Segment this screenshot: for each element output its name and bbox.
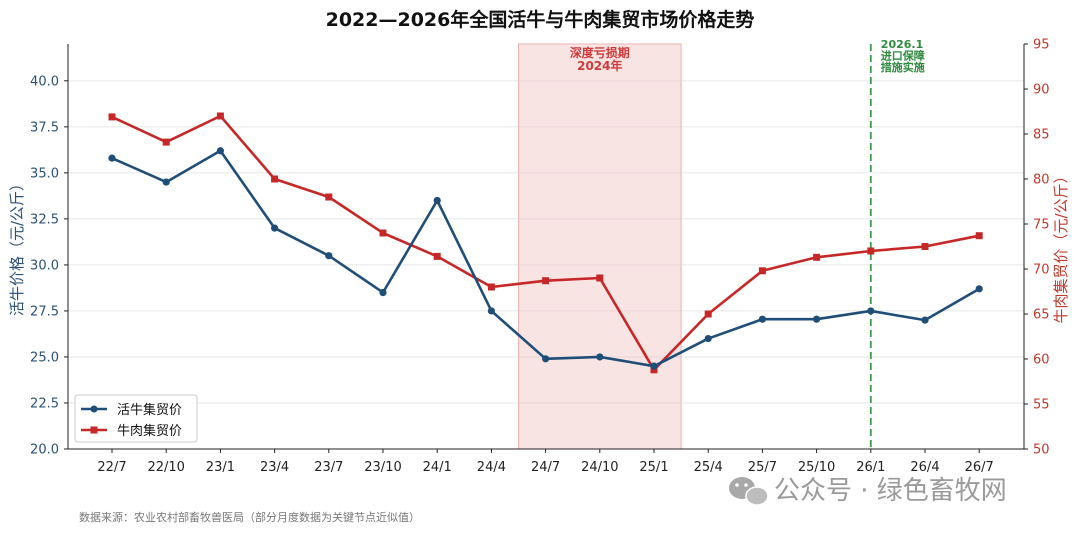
x-tick-label: 24/1 (423, 460, 452, 475)
data-point (758, 267, 766, 275)
legend-marker-cattle (90, 405, 98, 413)
left-ticks: 20.0 22.5 25.0 27.5 30.0 32.5 35.0 37.5 40.0 (30, 74, 68, 458)
data-point (921, 243, 929, 250)
wechat-icon (729, 477, 769, 506)
loss-period-label: 2024年 (577, 58, 622, 73)
policy-label: 进口保障 (881, 49, 925, 63)
y-right-tick-label: 70 (1033, 263, 1050, 278)
x-tick-label: 23/7 (314, 460, 343, 475)
data-point (813, 253, 821, 261)
x-tick-label: 24/10 (581, 460, 618, 475)
legend-label-cattle: 活牛集贸价 (117, 402, 182, 418)
legend-label-beef: 牛肉集贸价 (117, 423, 182, 439)
y-left-tick-label: 25.0 (30, 350, 59, 365)
data-point (704, 310, 712, 318)
data-point (271, 175, 279, 183)
x-tick-label: 26/4 (910, 460, 939, 475)
x-tick-label: 26/7 (965, 460, 994, 475)
data-point (162, 138, 170, 146)
data-point (325, 193, 333, 201)
data-point (433, 252, 441, 260)
legend: 活牛集贸价 牛肉集贸价 (74, 394, 198, 443)
y-left-tick-label: 20.0 (30, 443, 59, 458)
y-left-tick-label: 37.5 (30, 120, 59, 135)
series-cattle-price (108, 147, 983, 370)
x-tick-label: 24/4 (477, 460, 506, 475)
data-point (596, 274, 604, 282)
y-right-tick-label: 85 (1033, 128, 1050, 143)
data-point (108, 113, 116, 121)
y-right-tick-label: 65 (1033, 308, 1050, 323)
loss-period-rect (518, 43, 682, 450)
data-point (379, 229, 387, 237)
y-right-tick-label: 80 (1033, 173, 1050, 188)
x-tick-label: 23/4 (260, 460, 289, 475)
x-tick-label: 25/10 (798, 460, 835, 475)
data-point (596, 353, 604, 361)
loss-period-label: 深度亏损期 (570, 45, 630, 60)
data-point (975, 232, 983, 240)
grid (68, 80, 1024, 450)
data-point (108, 154, 116, 162)
data-point (921, 316, 929, 324)
watermark-text: 公众号 · 绿色畜牧网 (774, 476, 1007, 506)
x-ticks: 22/7 22/10 23/1 23/4 23/7 23/10 24/1 24/4 24/7 24… (97, 449, 994, 475)
y-left-tick-label: 32.5 (30, 212, 59, 227)
data-point (542, 277, 550, 285)
y-right-tick-label: 50 (1033, 443, 1050, 458)
data-point (216, 147, 224, 155)
y-left-tick-label: 40.0 (30, 74, 59, 89)
data-point (271, 224, 279, 232)
data-point (813, 315, 821, 323)
legend-marker-beef (90, 426, 98, 434)
y-left-tick-label: 30.0 (30, 258, 59, 273)
data-point (433, 196, 441, 205)
y-right-label: 牛肉集贸价（元/公斤） (1052, 168, 1070, 323)
series-beef-price (108, 112, 983, 374)
chart-title: 2022—2026年全国活牛与牛肉集贸市场价格走势 (326, 8, 755, 31)
x-tick-label: 26/1 (856, 460, 885, 475)
data-point (325, 252, 333, 260)
data-point (650, 366, 658, 374)
data-point (216, 112, 224, 120)
y-right-tick-label: 90 (1033, 83, 1050, 98)
y-left-tick-label: 35.0 (30, 166, 59, 181)
data-point (704, 334, 712, 343)
x-tick-label: 23/10 (364, 460, 401, 475)
x-tick-label: 22/10 (147, 460, 184, 475)
data-point (650, 362, 658, 370)
x-tick-label: 22/7 (97, 460, 126, 475)
data-point (162, 178, 170, 186)
x-tick-label: 25/7 (748, 460, 777, 475)
x-tick-label: 25/1 (639, 460, 668, 475)
data-point (758, 315, 767, 323)
watermark: 公众号 · 绿色畜牧网 (729, 476, 1007, 506)
y-right-tick-label: 55 (1033, 398, 1050, 413)
source-note: 数据来源：农业农村部畜牧兽医局（部分月度数据为关键节点近似值） (79, 510, 420, 524)
data-point (867, 247, 875, 255)
x-tick-label: 24/7 (531, 460, 560, 475)
data-point (867, 307, 875, 315)
right-ticks: 50 55 60 65 70 75 80 85 90 95 (1024, 38, 1050, 458)
x-tick-label: 23/1 (206, 460, 235, 475)
data-point (487, 307, 495, 315)
y-left-tick-label: 22.5 (30, 396, 59, 411)
data-point (379, 288, 387, 297)
y-left-tick-label: 27.5 (30, 304, 59, 319)
policy-label: 措施实施 (881, 60, 925, 74)
y-right-tick-label: 60 (1033, 353, 1050, 368)
y-left-label: 活牛价格（元/公斤） (8, 176, 26, 316)
policy-label: 2026.1 (881, 38, 923, 51)
data-point (487, 283, 495, 291)
data-point (975, 285, 983, 293)
y-right-tick-label: 95 (1033, 38, 1050, 53)
x-tick-label: 25/4 (694, 460, 723, 475)
y-right-tick-label: 75 (1033, 218, 1050, 233)
data-point (542, 355, 550, 363)
